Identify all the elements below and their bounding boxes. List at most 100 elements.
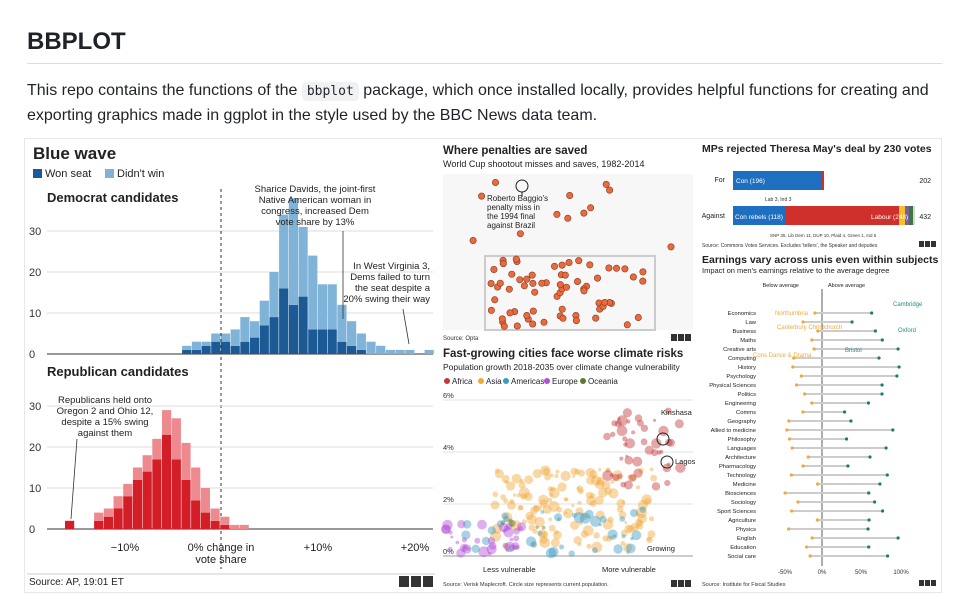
city-bubble	[594, 495, 604, 505]
annot-wv: In West Virginia 3, Dems failed to turn …	[343, 261, 430, 305]
city-bubble	[577, 500, 582, 505]
low-dot	[816, 329, 820, 333]
dem-won-bar	[211, 341, 221, 354]
svg-text:Asia: Asia	[486, 377, 502, 386]
high-dot	[891, 428, 895, 432]
city-bubble	[537, 529, 547, 539]
dem-lost-bar	[317, 284, 328, 330]
rep-lost-bar	[123, 483, 133, 497]
subject-label: Biosciences	[725, 491, 756, 497]
dem-lost-bar	[376, 345, 386, 354]
dem-won-bar	[269, 317, 279, 354]
city-bubble	[589, 470, 598, 478]
city-bubble	[608, 488, 619, 499]
svg-text:0: 0	[29, 524, 35, 536]
city-bubble	[535, 525, 539, 529]
city-bubble	[549, 487, 560, 499]
dem-lost-bar	[182, 345, 192, 350]
high-dot	[842, 410, 847, 414]
city-bubble	[640, 424, 649, 432]
low-dot	[794, 383, 799, 387]
city-bubble	[630, 522, 640, 532]
city-bubble	[533, 505, 538, 509]
annot-rep: Republicans held onto Oregon 2 and Ohio …	[57, 395, 154, 439]
penalty-dot	[639, 268, 647, 276]
city-bubble	[487, 537, 496, 545]
city-bubble	[507, 500, 516, 510]
city-bubble	[651, 438, 662, 449]
svg-text:-50%: -50%	[778, 570, 793, 576]
bluewave-xticks: −10% 0% change in vote share +10% +20%	[111, 542, 430, 566]
city-bubble	[603, 432, 611, 441]
dem-lost-bar	[347, 321, 357, 346]
city-bubble	[508, 518, 513, 523]
bbc-logo-penalties	[671, 334, 691, 341]
svg-text:30: 30	[29, 401, 41, 413]
high-dot	[866, 401, 871, 405]
label-kinshasa: Kinshasa	[661, 408, 693, 417]
city-bubble	[616, 415, 628, 427]
high-dot	[880, 383, 884, 387]
svg-text:100%: 100%	[893, 570, 909, 576]
city-bubble	[517, 522, 527, 532]
city-bubble	[602, 519, 614, 530]
earnings-xticks: -50% 0% 50% 100%	[778, 570, 909, 576]
high-dot	[896, 347, 900, 351]
city-bubble	[618, 510, 627, 519]
city-bubble	[461, 537, 467, 543]
penalty-dot	[538, 279, 546, 287]
dem-won-bar	[308, 329, 318, 354]
for-total: 202	[919, 178, 931, 185]
penalty-dot	[508, 270, 516, 278]
city-bubble	[538, 494, 549, 505]
subject-label: Medicine	[733, 482, 756, 488]
rep-won-bar	[142, 471, 152, 529]
subject-label: English	[737, 536, 756, 542]
penalty-dot	[505, 285, 513, 293]
city-bubble	[590, 500, 597, 507]
svg-text:2%: 2%	[443, 495, 454, 504]
bluewave-source: Source: AP, 19:01 ET	[29, 577, 124, 588]
high-dot	[850, 320, 854, 324]
city-bubble	[574, 468, 581, 475]
city-bubble	[637, 513, 647, 524]
penalty-dot	[529, 320, 537, 328]
city-bubble	[505, 522, 513, 530]
legend-lost-swatch	[105, 169, 114, 178]
penalty-dot	[558, 305, 566, 313]
dem-lost-bar	[385, 349, 395, 354]
svg-text:50%: 50%	[855, 570, 868, 576]
city-bubble	[624, 521, 628, 524]
high-dot	[873, 500, 877, 504]
city-bubble	[505, 548, 510, 552]
high-dot	[878, 482, 882, 486]
city-bubble	[556, 507, 563, 513]
high-dot	[849, 419, 853, 423]
city-bubble	[651, 449, 659, 457]
earnings-above: Above average	[828, 283, 865, 289]
penalty-dot	[523, 312, 531, 320]
penalty-dot	[586, 261, 594, 269]
low-dot	[808, 554, 812, 558]
city-bubble	[586, 495, 596, 506]
city-bubble	[532, 505, 540, 513]
city-bubble	[651, 482, 661, 491]
city-bubble	[659, 450, 664, 454]
city-bubble	[492, 491, 499, 498]
penalty-dot	[490, 266, 498, 274]
city-bubble	[500, 520, 506, 525]
city-bubble	[636, 523, 644, 530]
city-bubble	[591, 475, 602, 486]
dem-lost-bar	[337, 304, 347, 342]
low-dot	[812, 347, 816, 351]
city-bubble	[461, 530, 471, 540]
city-bubble	[635, 518, 643, 526]
dem-won-bar	[347, 345, 357, 354]
rep-won-bar	[181, 479, 191, 529]
city-bubble	[509, 499, 515, 504]
city-bubble	[540, 465, 551, 477]
city-bubble	[541, 531, 549, 538]
city-bubble	[592, 547, 598, 554]
dem-lost-bar	[424, 349, 434, 354]
city-bubble	[512, 493, 517, 497]
